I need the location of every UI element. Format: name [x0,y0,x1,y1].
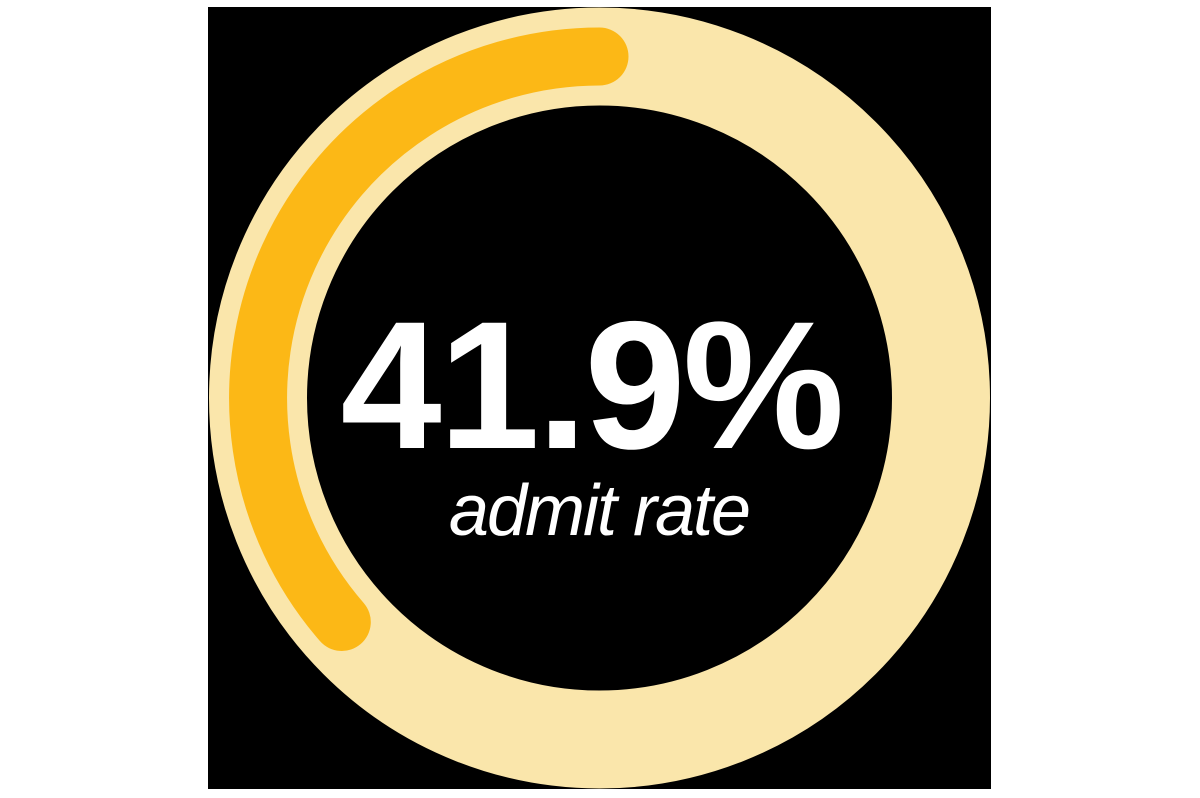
admit-rate-sublabel: admit rate [449,471,749,551]
donut-progress-arc [229,27,629,651]
percent-value-label: 41.9% [340,283,841,487]
